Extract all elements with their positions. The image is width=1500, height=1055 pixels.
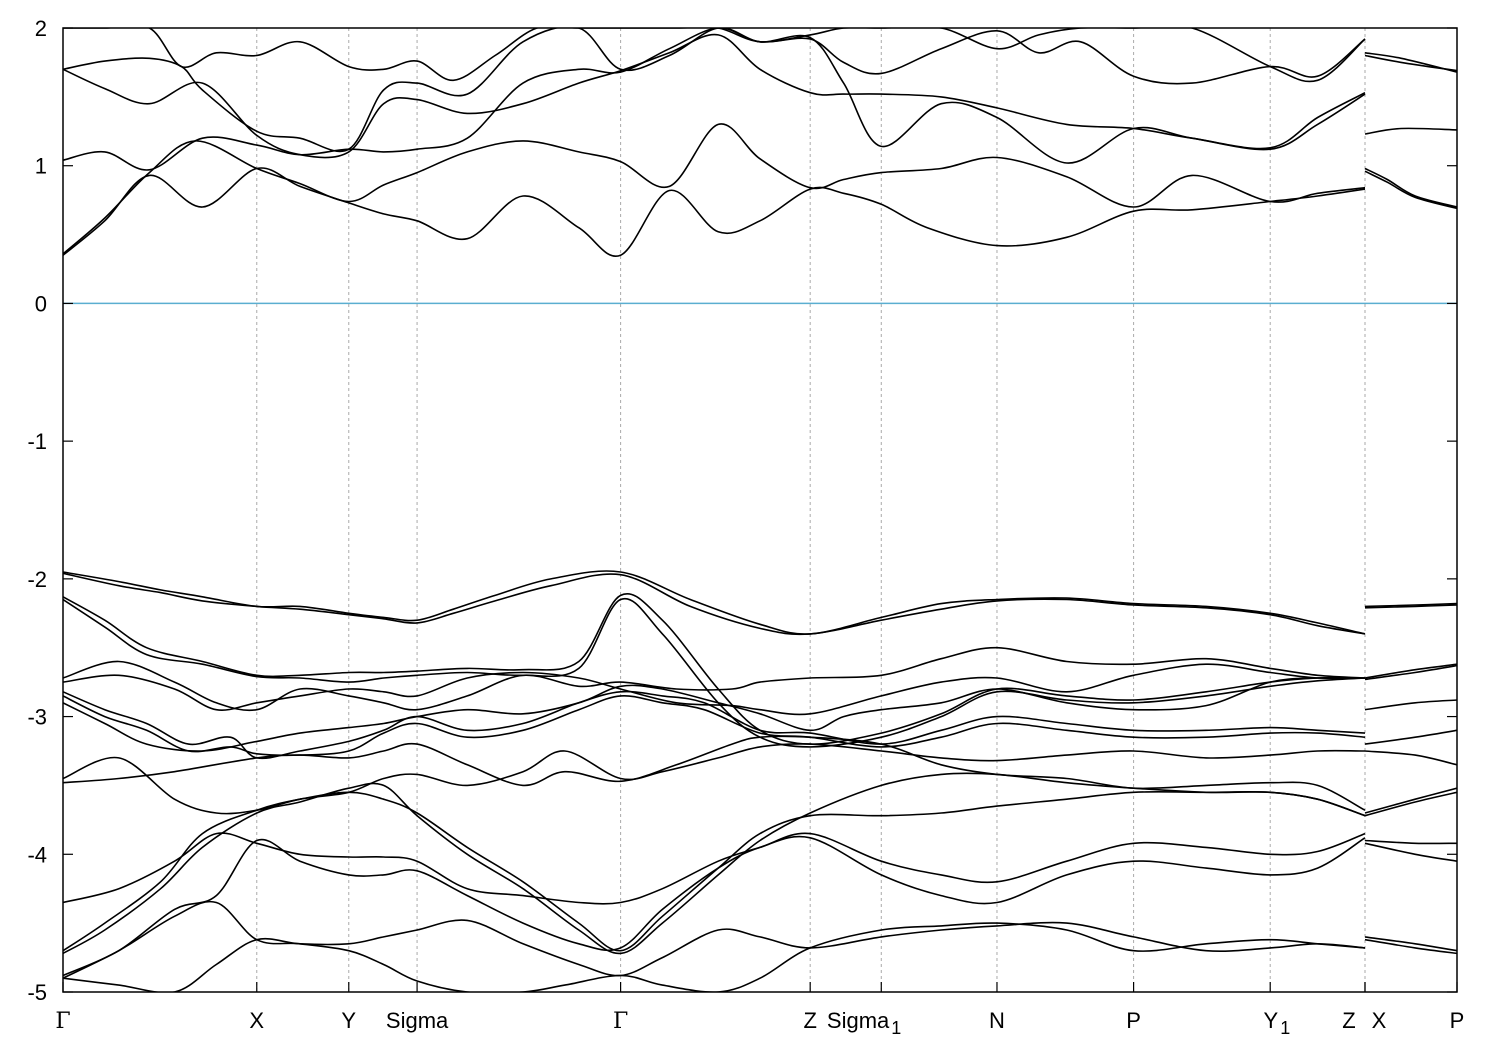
band-line-6 xyxy=(63,570,1366,635)
band-line-27 xyxy=(1364,54,1457,72)
band-line-33 xyxy=(1364,729,1457,745)
k-point-label-9: Y xyxy=(1264,1008,1279,1033)
band-line-0 xyxy=(63,167,1366,257)
bands-layer xyxy=(63,28,1457,992)
y-axis-ticks: 2 1 0 -1 -2 -3 -4 -5 xyxy=(27,16,1457,1005)
band-line-28 xyxy=(1364,602,1457,608)
band-line-40 xyxy=(1364,938,1457,955)
k-point-subscript-9: 1 xyxy=(1280,1018,1290,1038)
plot-frame xyxy=(62,27,1458,993)
band-line-31 xyxy=(1364,664,1457,681)
y-tick-label-6: -4 xyxy=(27,842,47,867)
band-line-25 xyxy=(1364,127,1457,135)
band-line-5 xyxy=(63,28,1366,83)
band-line-13 xyxy=(63,694,1366,757)
band-line-32 xyxy=(1364,699,1457,711)
band-line-14 xyxy=(63,676,1366,752)
band-line-7 xyxy=(63,572,1366,636)
band-line-30 xyxy=(1364,663,1457,679)
k-point-label-5: Z xyxy=(803,1008,816,1033)
k-point-label-10: Z xyxy=(1342,1008,1355,1033)
band-line-2 xyxy=(63,28,1366,171)
band-line-38 xyxy=(1364,842,1457,862)
band-line-23 xyxy=(1364,167,1457,208)
k-point-label-4: Γ xyxy=(613,1009,628,1034)
band-line-9 xyxy=(63,597,1366,748)
band-line-21 xyxy=(63,919,1366,992)
band-line-19 xyxy=(63,832,1366,905)
band-line-18 xyxy=(63,772,1366,955)
k-point-label-3: Sigma xyxy=(386,1008,449,1033)
k-point-label-1: X xyxy=(249,1008,264,1033)
k-point-label-12: P xyxy=(1450,1008,1465,1033)
k-point-label-7: N xyxy=(989,1008,1005,1033)
k-point-gridlines xyxy=(256,28,1366,992)
x-axis-ticks: Γ X Y Sigma Γ Z Sigma 1 N P Y 1 Z X P xyxy=(55,982,1464,1038)
k-point-label-0: Γ xyxy=(55,1009,70,1034)
y-tick-label-1: 1 xyxy=(35,154,47,179)
band-line-17 xyxy=(63,791,1366,952)
band-line-16 xyxy=(63,735,1366,811)
y-tick-label-0: 2 xyxy=(35,16,47,41)
band-line-37 xyxy=(1364,839,1457,845)
y-tick-label-7: -5 xyxy=(27,980,47,1005)
band-line-10 xyxy=(63,646,1366,712)
k-point-label-2: Y xyxy=(341,1008,356,1033)
y-tick-label-4: -2 xyxy=(27,567,47,592)
band-line-35 xyxy=(1364,787,1457,814)
band-line-3 xyxy=(63,33,1366,159)
k-point-label-8: P xyxy=(1126,1008,1141,1033)
band-line-39 xyxy=(1364,936,1457,952)
band-line-4 xyxy=(63,28,1366,153)
y-tick-label-2: 0 xyxy=(35,291,47,316)
band-line-22 xyxy=(63,900,1366,992)
y-tick-label-5: -3 xyxy=(27,705,47,730)
band-line-24 xyxy=(1364,170,1457,210)
band-line-11 xyxy=(63,663,1366,716)
band-line-36 xyxy=(1364,791,1457,817)
band-line-8 xyxy=(63,593,1366,745)
band-line-29 xyxy=(1364,604,1457,609)
k-point-label-11: X xyxy=(1372,1008,1387,1033)
y-tick-label-3: -1 xyxy=(27,429,47,454)
k-point-label-6: Sigma xyxy=(827,1008,890,1033)
band-line-20 xyxy=(63,835,1366,977)
band-line-1 xyxy=(63,123,1366,255)
k-point-subscript-6: 1 xyxy=(891,1018,901,1038)
band-line-34 xyxy=(1364,750,1457,766)
